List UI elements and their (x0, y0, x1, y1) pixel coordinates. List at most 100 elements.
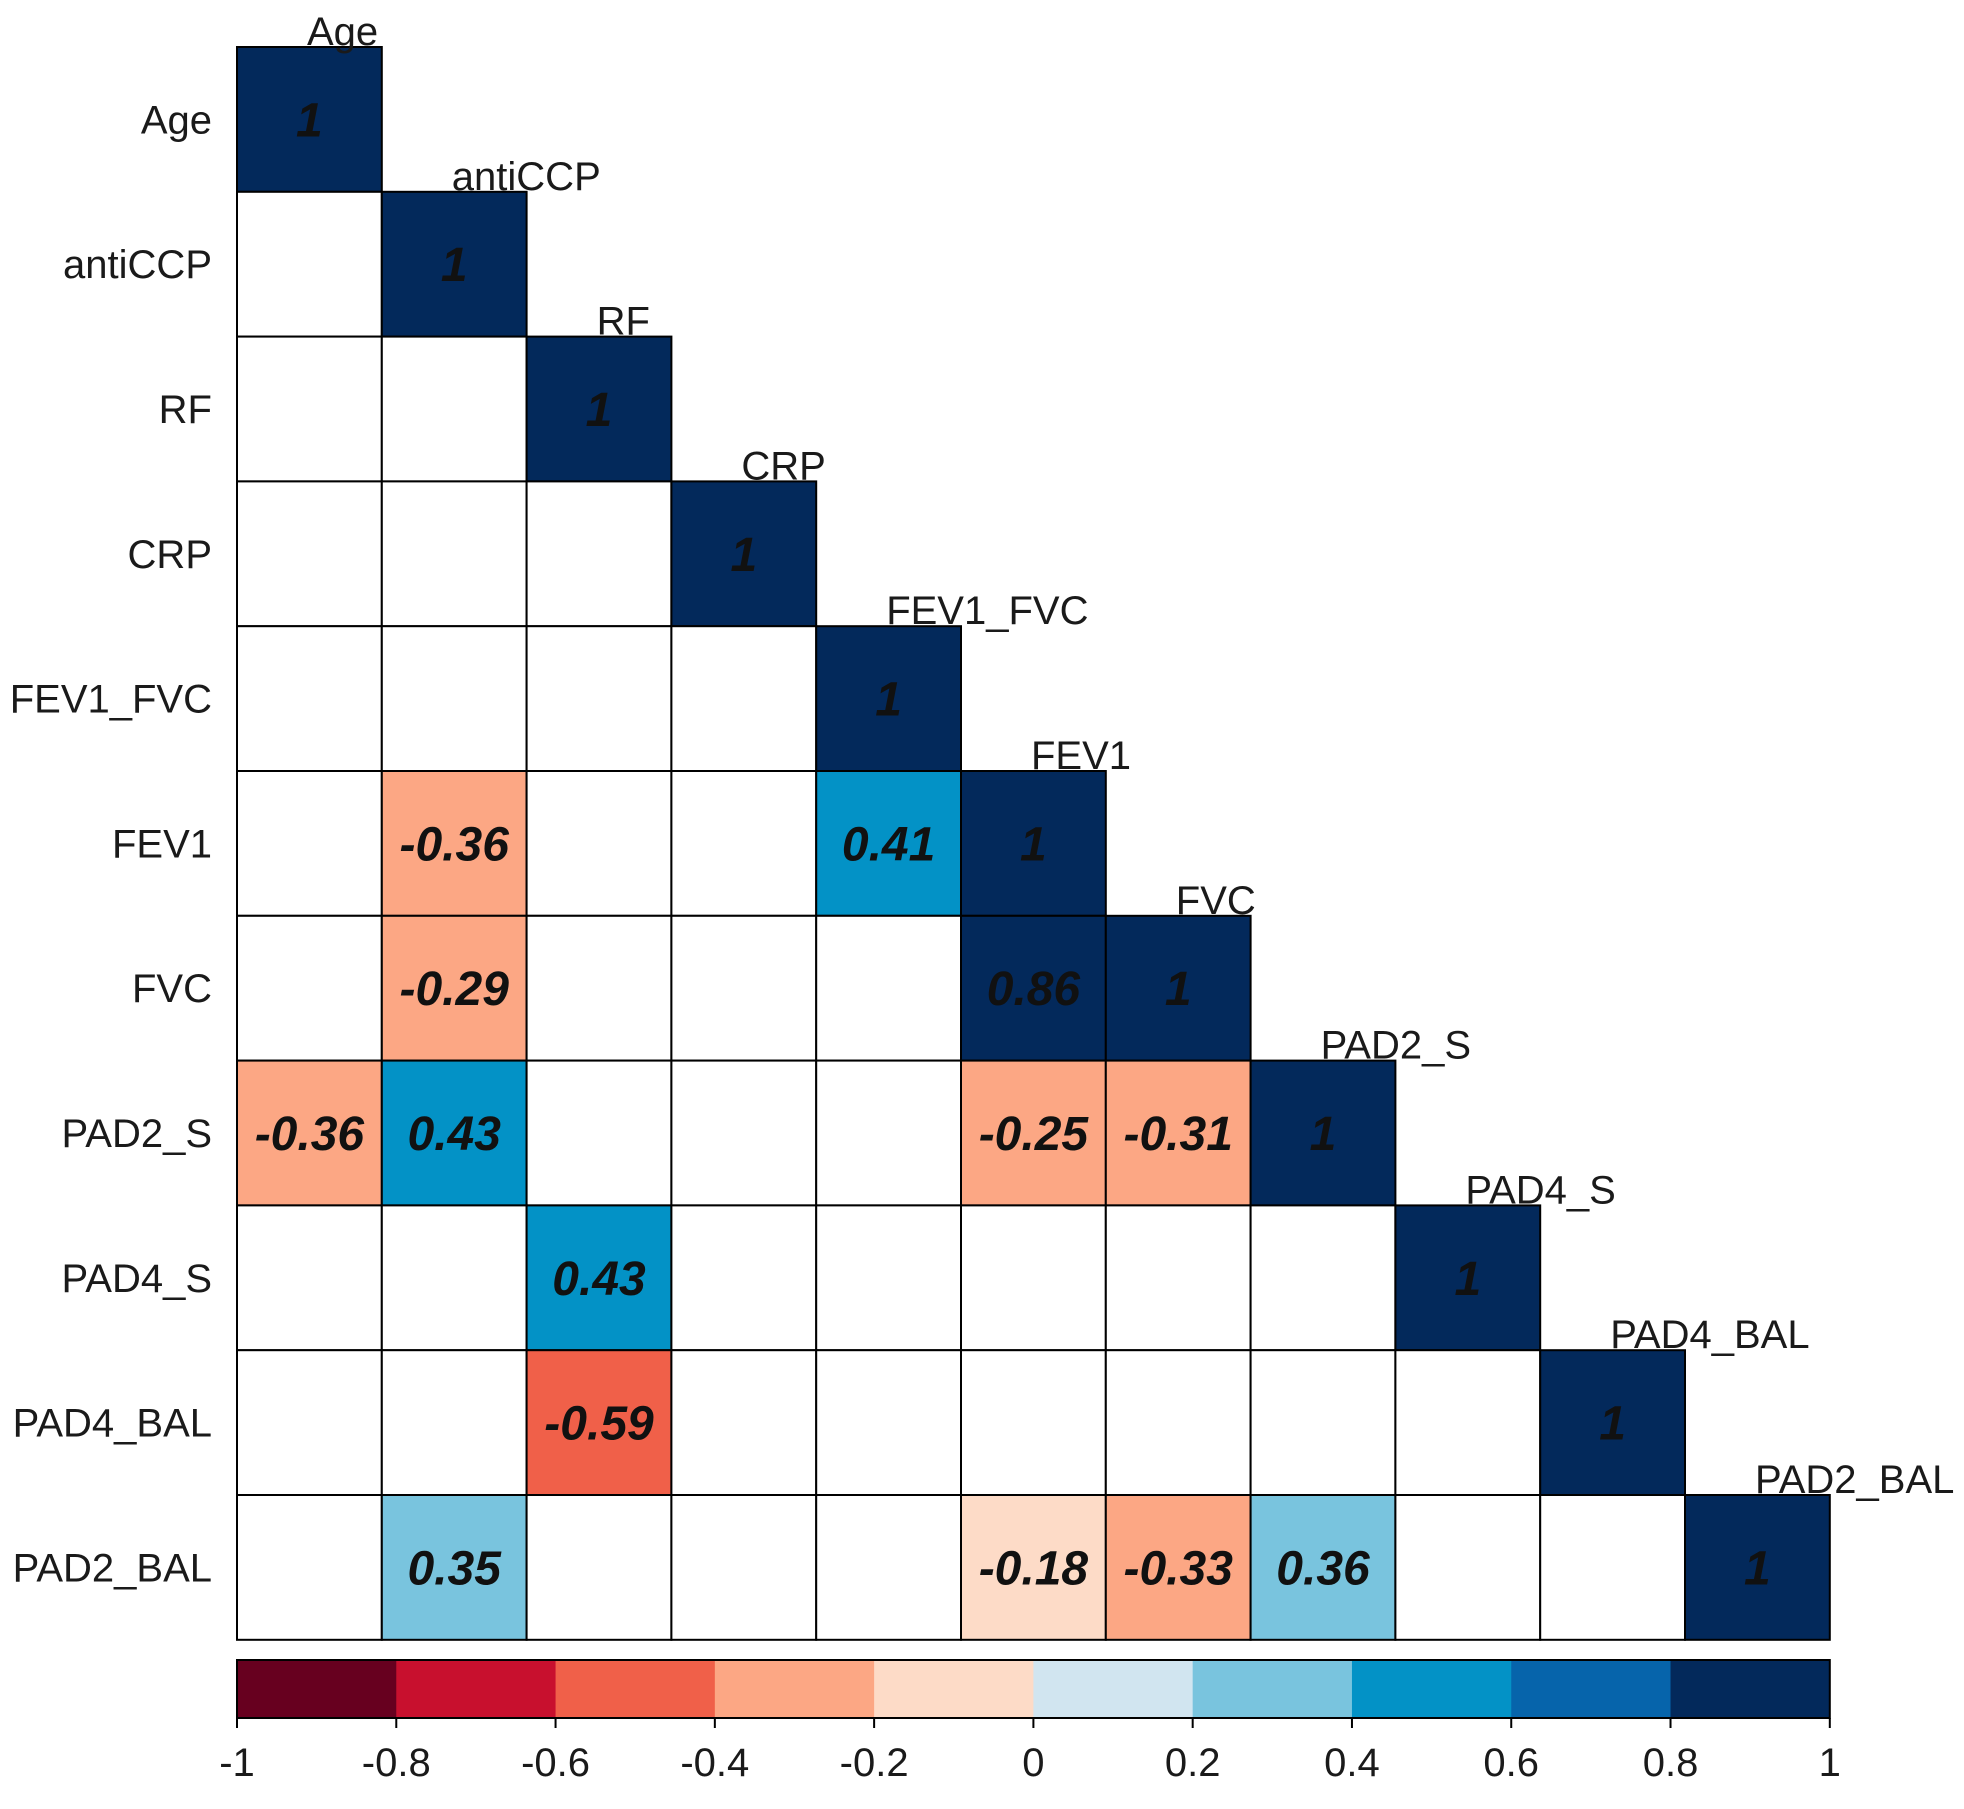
cell-value-pad2-s-anticcp: 0.43 (407, 1108, 501, 1161)
row-label-fvc: FVC (132, 967, 212, 1011)
cell-value-fvc-anticcp: -0.29 (399, 963, 509, 1016)
heatmap-cell-fev1-fev1-fvc (815, 770, 963, 917)
heatmap-cell-pad2-s-age (236, 1059, 383, 1207)
cell-value-pad2-s-pad2-s: 1 (1310, 1108, 1337, 1161)
colorbar-tick-labels: -1 -0.8 -0.6 -0.4 -0.2 0 0.2 0.4 0.6 0.8 1 (219, 1718, 1841, 1785)
column-label-pad2-s: PAD2_S (1321, 1024, 1471, 1068)
colorbar-segment-10 (1670, 1660, 1831, 1718)
heatmap-cell-fev1-age (236, 770, 383, 917)
row-label-rf: RF (159, 388, 212, 432)
column-label-fvc: FVC (1176, 879, 1256, 923)
cell-value-pad2-bal-pad2-bal: 1 (1744, 1542, 1771, 1595)
colorbar-tick-label-2: -0.8 (362, 1741, 431, 1785)
colorbar-segment-5 (874, 1660, 1034, 1718)
heatmap-cells (236, 46, 1831, 1641)
heatmap-cell-pad4-s-age (236, 1204, 383, 1352)
colorbar-segment-1 (237, 1660, 397, 1718)
heatmap-cell-fvc-age (236, 914, 383, 1062)
heatmap-cell-pad4-s-pad4-s (1394, 1204, 1542, 1352)
heatmap-cell-pad4-bal-crp (670, 1349, 818, 1496)
heatmap-cell-pad4-bal-age (236, 1349, 383, 1496)
heatmap-cell-anticcp-age (236, 190, 383, 338)
heatmap-cell-fvc-anticcp (380, 914, 528, 1062)
colorbar-segment-2 (396, 1660, 557, 1718)
row-label-fev1-fvc: FEV1_FVC (10, 678, 212, 722)
cell-value-fev1-anticcp: -0.36 (399, 818, 509, 871)
cell-value-crp-crp: 1 (730, 529, 757, 582)
heatmap-cell-rf-rf (525, 335, 673, 483)
heatmap-cell-fev1-rf (525, 770, 673, 917)
row-label-crp: CRP (128, 533, 212, 577)
colorbar-segment-9 (1511, 1660, 1672, 1718)
cell-value-pad2-bal-fvc: -0.33 (1123, 1542, 1233, 1595)
heatmap-cell-fev1-fvc-fev1-fvc (815, 625, 963, 773)
heatmap-cell-fvc-fvc (1104, 914, 1252, 1062)
heatmap-cell-crp-age (236, 480, 383, 628)
colorbar-tick-label-10: 0.8 (1643, 1741, 1699, 1785)
colorbar-tick-label-7: 0.2 (1165, 1741, 1221, 1785)
cell-value-pad2-s-age: -0.36 (255, 1108, 365, 1161)
cell-value-pad4-s-pad4-s: 1 (1454, 1253, 1481, 1306)
heatmap-cell-pad2-s-fev1-fvc (815, 1059, 963, 1207)
heatmap-cell-fvc-fev1 (960, 914, 1107, 1062)
heatmap-cell-anticcp-anticcp (380, 190, 528, 338)
colorbar-tick-label-4: -0.4 (680, 1741, 749, 1785)
row-label-fev1: FEV1 (112, 822, 212, 866)
heatmap-cell-crp-rf (525, 480, 673, 628)
colorbar-tick-label-11: 1 (1819, 1741, 1841, 1785)
heatmap-cell-rf-anticcp (380, 335, 528, 483)
heatmap-cell-crp-crp (670, 480, 818, 628)
heatmap-cell-fvc-fev1-fvc (815, 914, 963, 1062)
heatmap-cell-fev1-fvc-rf (525, 625, 673, 773)
heatmap-cell-pad4-bal-rf (525, 1349, 673, 1496)
column-label-pad2-bal: PAD2_BAL (1755, 1458, 1954, 1502)
cell-value-rf-rf: 1 (586, 384, 613, 437)
heatmap-cell-pad4-s-fev1 (960, 1204, 1107, 1352)
heatmap-cell-pad2-bal-fev1 (960, 1494, 1107, 1641)
heatmap-cell-pad4-bal-anticcp (380, 1349, 528, 1496)
heatmap-cell-crp-anticcp (380, 480, 528, 628)
cell-value-fev1-fev1: 1 (1020, 818, 1047, 871)
cell-value-fvc-fev1: 0.86 (987, 963, 1081, 1016)
heatmap-cell-pad2-bal-pad2-bal (1684, 1494, 1831, 1641)
heatmap-cell-pad2-s-fvc (1104, 1059, 1252, 1207)
heatmap-cell-age-age (236, 46, 383, 193)
heatmap-cell-pad4-s-fev1-fvc (815, 1204, 963, 1352)
column-label-rf: RF (597, 300, 650, 344)
column-label-fev1: FEV1 (1031, 734, 1131, 778)
column-label-crp: CRP (741, 444, 825, 488)
column-labels: Age antiCCP RF CRP FEV1_FVC FEV1 FVC PAD2_S PAD4… (307, 10, 1954, 1502)
heatmap-cell-pad2-s-pad2-s (1249, 1059, 1397, 1207)
cell-value-fvc-fvc: 1 (1165, 963, 1192, 1016)
colorbar-segment-8 (1351, 1660, 1512, 1718)
colorbar-tick-label-5: -0.2 (840, 1741, 909, 1785)
cell-value-fev1-fvc-fev1-fvc: 1 (875, 674, 902, 727)
heatmap-cell-fvc-rf (525, 914, 673, 1062)
colorbar-segment-6 (1033, 1660, 1194, 1718)
heatmap-cell-pad2-bal-pad4-bal (1539, 1494, 1686, 1641)
cell-value-pad2-bal-anticcp: 0.35 (407, 1542, 502, 1595)
heatmap-cell-pad4-s-anticcp (380, 1204, 528, 1352)
colorbar-tick-label-3: -0.6 (521, 1741, 590, 1785)
heatmap-cell-pad2-s-crp (670, 1059, 818, 1207)
heatmap-cell-fev1-anticcp (380, 770, 528, 917)
heatmap-cell-pad2-bal-age (236, 1494, 383, 1641)
colorbar-segment-4 (714, 1660, 875, 1718)
heatmap-cell-fev1-fvc-anticcp (380, 625, 528, 773)
heatmap-cell-pad4-bal-fev1 (960, 1349, 1107, 1496)
row-label-pad2-bal: PAD2_BAL (13, 1546, 212, 1590)
colorbar-tick-label-9: 0.6 (1483, 1741, 1539, 1785)
heatmap-cell-fvc-crp (670, 914, 818, 1062)
heatmap-cell-pad2-bal-fvc (1104, 1494, 1252, 1641)
heatmap-cell-fev1-fvc-crp (670, 625, 818, 773)
colorbar (236, 1659, 1831, 1719)
heatmap-cell-pad4-s-crp (670, 1204, 818, 1352)
colorbar-segment-3 (555, 1660, 716, 1718)
heatmap-cell-pad4-bal-pad2-s (1249, 1349, 1397, 1496)
heatmap-cell-fev1-crp (670, 770, 818, 917)
cell-value-pad4-bal-rf: -0.59 (544, 1398, 654, 1451)
heatmap-cell-pad2-bal-rf (525, 1494, 673, 1641)
cell-value-pad2-s-fvc: -0.31 (1123, 1108, 1232, 1161)
row-label-anticcp: antiCCP (63, 243, 212, 287)
